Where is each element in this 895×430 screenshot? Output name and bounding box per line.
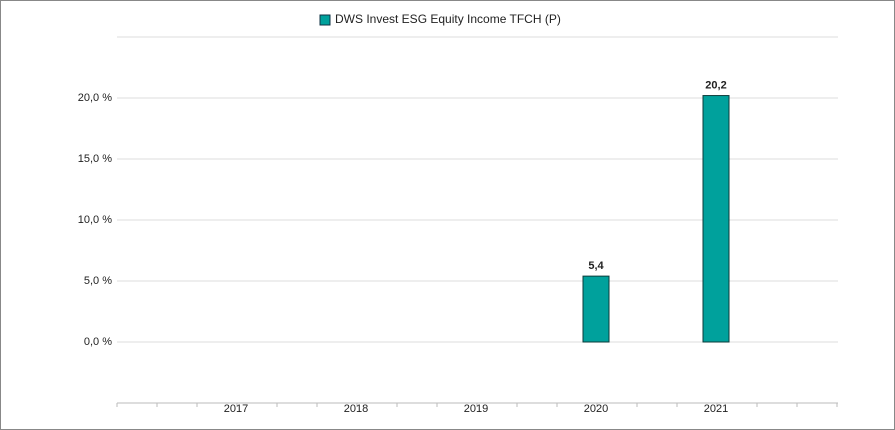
bar: [582, 275, 610, 343]
legend-swatch: [319, 14, 331, 26]
legend-label: DWS Invest ESG Equity Income TFCH (P): [335, 12, 561, 26]
y-tick-label: 0,0 %: [84, 336, 112, 348]
y-tick-label: 5,0 %: [84, 275, 112, 287]
value-label: 5,4: [588, 260, 604, 272]
value-label: 20,2: [705, 79, 726, 91]
x-tick-label: 2017: [224, 403, 248, 415]
x-tick-label: 2020: [584, 403, 608, 415]
y-tick-label: 15,0 %: [78, 153, 112, 165]
y-tick-label: 10,0 %: [78, 214, 112, 226]
x-tick-label: 2019: [464, 403, 488, 415]
x-tick-label: 2021: [704, 403, 728, 415]
y-tick-label: 20,0 %: [78, 92, 112, 104]
bar: [702, 95, 730, 343]
x-tick-label: 2018: [344, 403, 368, 415]
